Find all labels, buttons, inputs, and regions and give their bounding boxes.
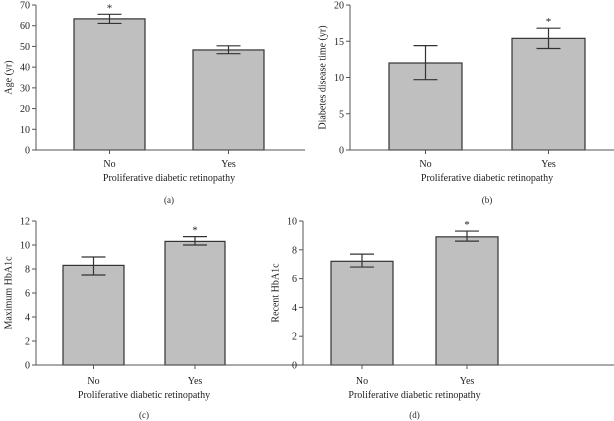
y-tick-label: 6: [292, 274, 297, 285]
y-tick-label: 10: [334, 73, 344, 84]
bar: [164, 240, 226, 366]
x-tick-label: Yes: [541, 159, 556, 170]
x-tick-label: No: [87, 376, 99, 387]
x-tick-label: Yes: [188, 376, 203, 387]
y-tick-label: 10: [287, 217, 297, 228]
chart-panel-2: No * Yes 0 2 4 6 8 10 12 Maximum HbA1c Proliferativ…: [4, 217, 305, 420]
bar: [511, 37, 586, 151]
y-tick-label: 4: [25, 313, 30, 324]
significance-marker: *: [464, 219, 470, 231]
y-tick-label: 0: [292, 361, 297, 372]
y-tick-label: 60: [20, 21, 30, 32]
y-tick-label: 4: [292, 303, 297, 314]
y-tick-label: 10: [20, 125, 30, 136]
bar: [62, 264, 125, 366]
y-tick-label: 8: [25, 265, 30, 276]
chart-panel-0: * No Yes 0 10 20 30 40 50 60 70 Age (yr) Proliferati…: [4, 1, 305, 205]
y-axis-label: Age (yr): [4, 60, 15, 94]
x-axis-label: Proliferative diabetic retinopathy: [421, 173, 553, 184]
bar: [73, 18, 146, 151]
y-tick-label: 15: [334, 37, 344, 48]
chart-panel-3: No * Yes 0 2 4 6 8 10 Recent HbA1c Proliferative d…: [271, 217, 614, 420]
y-axis-label: Recent HbA1c: [271, 263, 282, 323]
significance-marker: *: [546, 16, 552, 28]
y-tick-label: 0: [25, 146, 30, 157]
x-tick-label: No: [356, 376, 368, 387]
y-axis-label: Maximum HbA1c: [4, 256, 15, 330]
bar: [192, 49, 265, 151]
panel-label: (b): [482, 195, 493, 205]
y-tick-label: 0: [25, 361, 30, 372]
x-axis-label: Proliferative diabetic retinopathy: [348, 390, 480, 401]
chart-panel-1: No * Yes 0 5 10 15 20 Diabetes disease time (yr)…: [318, 1, 614, 205]
y-tick-label: 0: [339, 146, 344, 157]
x-tick-label: Yes: [460, 376, 475, 387]
x-axis-label: Proliferative diabetic retinopathy: [103, 173, 235, 184]
y-tick-label: 30: [20, 83, 30, 94]
y-tick-label: 50: [20, 42, 30, 53]
y-tick-label: 40: [20, 63, 30, 74]
y-tick-label: 20: [20, 104, 30, 115]
y-tick-label: 12: [20, 217, 30, 228]
bar: [435, 236, 499, 366]
panel-label: (a): [164, 195, 174, 205]
y-tick-label: 6: [25, 289, 30, 300]
panel-label: (c): [139, 410, 149, 420]
significance-marker: *: [192, 225, 198, 237]
significance-marker: *: [107, 2, 113, 14]
x-tick-label: Yes: [221, 159, 236, 170]
x-tick-label: No: [419, 159, 431, 170]
bar: [330, 260, 394, 366]
y-tick-label: 10: [20, 241, 30, 252]
y-tick-label: 5: [339, 109, 344, 120]
y-axis-label: Diabetes disease time (yr): [318, 25, 329, 129]
y-tick-label: 20: [334, 1, 344, 12]
y-tick-label: 2: [25, 337, 30, 348]
y-tick-label: 2: [292, 332, 297, 343]
x-axis-label: Proliferative diabetic retinopathy: [78, 390, 210, 401]
panel-label: (d): [409, 410, 420, 420]
y-tick-label: 70: [20, 1, 30, 12]
y-tick-label: 8: [292, 245, 297, 256]
x-tick-label: No: [103, 159, 115, 170]
